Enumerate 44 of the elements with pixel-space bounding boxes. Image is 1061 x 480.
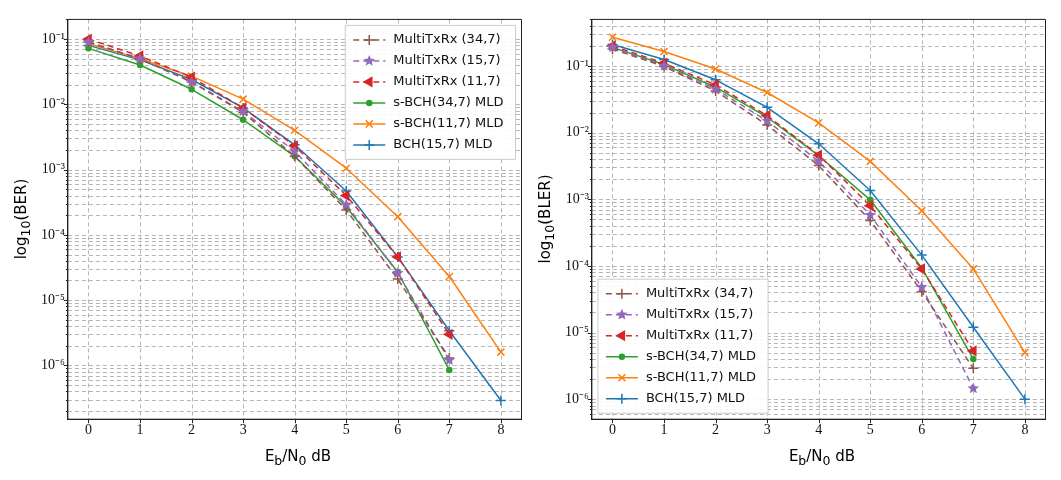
- legend-label: s-BCH(11,7) MLD: [393, 115, 504, 131]
- x-tick-label: 4: [291, 422, 299, 438]
- x-tick-label: 5: [342, 422, 350, 438]
- legend-label: s-BCH(11,7) MLD: [645, 369, 757, 385]
- x-tick-label: 0: [609, 422, 616, 438]
- x-tick-label: 8: [497, 422, 505, 438]
- x-tick-label: 3: [239, 422, 247, 438]
- x-tick-label: 1: [136, 422, 144, 438]
- x-tick-label: 6: [394, 422, 402, 438]
- y-tick-label: 10⁻³: [41, 161, 65, 177]
- x-tick-label: 3: [763, 422, 771, 438]
- y-tick-label: 10⁻²: [41, 96, 65, 111]
- x-tick-label: 4: [815, 422, 823, 438]
- y-tick-label: 10⁻³: [565, 190, 589, 206]
- y-tick-label: 10⁻⁵: [40, 291, 65, 307]
- x-axis-title: E$_{b}$/N$_{0}$ dB: [263, 447, 333, 468]
- legend-label: MultiTxRx (15,7): [393, 52, 501, 68]
- legend-label: MultiTxRx (34,7): [393, 31, 501, 47]
- x-tick-label: 1: [660, 422, 668, 438]
- y-tick-label: 10⁻⁶: [40, 357, 65, 373]
- legend-label: MultiTxRx (11,7): [645, 327, 754, 343]
- y-tick-label: 10⁻¹: [565, 57, 589, 73]
- x-axis-title: E$_{b}$/N$_{0}$ dB: [787, 447, 857, 468]
- legend-label: s-BCH(34,7) MLD: [645, 348, 757, 364]
- y-tick-label: 10⁻¹: [41, 30, 65, 46]
- x-tick-label: 5: [866, 422, 874, 438]
- x-tick-label: 2: [712, 422, 720, 438]
- y-tick-label: 10⁻⁴: [40, 226, 65, 242]
- x-tick-label: 6: [918, 422, 926, 438]
- x-tick-label: 8: [1021, 422, 1029, 438]
- legend-label: MultiTxRx (15,7): [645, 306, 754, 322]
- legend-label: MultiTxRx (34,7): [645, 285, 754, 301]
- x-tick-label: 0: [85, 422, 92, 438]
- x-tick-label: 7: [445, 422, 453, 438]
- legend-label: s-BCH(34,7) MLD: [393, 94, 504, 110]
- y-tick-label: 10⁻⁴: [564, 257, 589, 273]
- legend-label: BCH(15,7) MLD: [393, 136, 493, 152]
- y-tick-label: 10⁻⁵: [564, 324, 589, 340]
- legend-label: MultiTxRx (11,7): [393, 73, 501, 89]
- x-tick-label: 2: [188, 422, 196, 438]
- legend-label: BCH(15,7) MLD: [645, 390, 746, 406]
- y-tick-label: 10⁻²: [565, 124, 589, 140]
- y-tick-label: 10⁻⁶: [564, 390, 589, 406]
- x-tick-label: 7: [969, 422, 977, 438]
